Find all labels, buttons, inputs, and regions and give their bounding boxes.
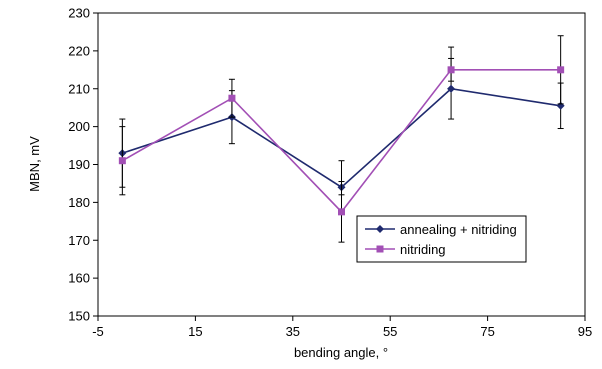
data-point-square — [119, 157, 126, 164]
y-axis: 150 160 170 180 190 200 210 220 230 — [68, 6, 98, 324]
y-tick-label: 220 — [68, 43, 90, 58]
x-tick-label: 95 — [578, 324, 592, 339]
y-tick-label: 170 — [68, 233, 90, 248]
legend-label-nitriding: nitriding — [400, 242, 446, 257]
x-tick-label: 35 — [286, 324, 300, 339]
x-tick-label: -5 — [92, 324, 104, 339]
y-tick-label: 150 — [68, 309, 90, 324]
data-point-square — [448, 66, 455, 73]
y-tick-label: 190 — [68, 157, 90, 172]
y-tick-label: 160 — [68, 271, 90, 286]
x-tick-label: 15 — [188, 324, 202, 339]
x-tick-label: 55 — [383, 324, 397, 339]
y-axis-title: MBN, mV — [27, 136, 42, 192]
x-axis: -5 15 35 55 75 95 — [92, 316, 592, 339]
data-point-square — [557, 66, 564, 73]
x-tick-label: 75 — [480, 324, 494, 339]
y-tick-label: 180 — [68, 195, 90, 210]
data-point-square — [338, 208, 345, 215]
y-tick-label: 230 — [68, 6, 90, 21]
x-axis-title: bending angle, ° — [294, 345, 388, 360]
y-tick-label: 210 — [68, 81, 90, 96]
legend: annealing + nitriding nitriding — [357, 216, 526, 262]
y-tick-label: 200 — [68, 119, 90, 134]
legend-marker-square-icon — [377, 246, 384, 253]
legend-label-annealing-nitriding: annealing + nitriding — [400, 222, 517, 237]
data-point-square — [228, 95, 235, 102]
